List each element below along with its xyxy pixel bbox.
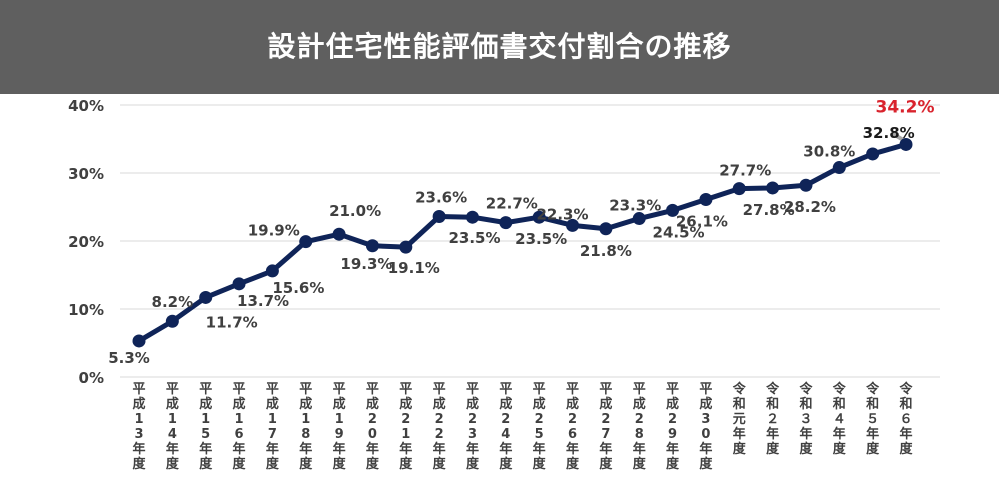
data-label: 22.7% <box>486 195 538 213</box>
data-point <box>766 181 780 195</box>
data-label: 28.2% <box>784 198 836 216</box>
x-tick-label: 令和２年度 <box>766 381 780 457</box>
x-tick-label: 令和５年度 <box>866 381 880 457</box>
x-tick-label: 平成 2 0 年度 <box>366 382 380 472</box>
data-point <box>899 137 913 151</box>
y-tick-label: 0% <box>79 369 104 387</box>
x-tick-label: 平成 1 9 年度 <box>333 382 347 472</box>
data-label: 27.8% <box>743 201 795 219</box>
data-label: 19.1% <box>388 259 440 277</box>
x-tick-label: 平成 2 3 年度 <box>466 382 480 472</box>
data-point <box>265 264 279 278</box>
data-label: 23.5% <box>515 230 567 248</box>
data-label: 19.3% <box>340 255 392 273</box>
data-label: 23.5% <box>448 229 500 247</box>
data-point <box>299 235 313 249</box>
x-tick-label: 平成 1 3 年度 <box>132 382 146 472</box>
data-point <box>399 240 413 254</box>
x-tick-label: 平成 1 7 年度 <box>266 382 280 472</box>
y-tick-label: 30% <box>68 165 104 183</box>
title-banner <box>0 0 999 94</box>
y-tick-label: 20% <box>68 233 104 251</box>
x-tick-label: 平成 2 2 年度 <box>433 382 447 472</box>
data-point <box>566 218 580 232</box>
data-point <box>232 277 246 291</box>
data-point <box>599 222 613 236</box>
data-point <box>432 210 446 224</box>
y-tick-label: 10% <box>68 301 104 319</box>
data-label: 21.8% <box>580 242 632 260</box>
data-point <box>465 210 479 224</box>
x-tick-label: 平成 2 4 年度 <box>499 382 513 472</box>
x-tick-label: 平成 2 9 年度 <box>666 382 680 472</box>
x-tick-label: 平成 1 6 年度 <box>233 382 247 472</box>
data-point <box>832 161 846 175</box>
data-label: 30.8% <box>803 143 855 161</box>
data-point <box>866 147 880 161</box>
data-point <box>165 314 179 328</box>
x-tick-label: 平成 2 7 年度 <box>599 382 613 472</box>
data-point <box>132 334 146 348</box>
x-tick-label: 平成 1 5 年度 <box>199 382 213 472</box>
data-label: 21.0% <box>329 202 381 220</box>
x-tick-label: 令和３年度 <box>799 381 813 457</box>
chart-title: 設計住宅性能評価書交付割合の推移 <box>267 30 732 63</box>
x-tick-label: 平成 1 8 年度 <box>299 382 313 472</box>
data-point <box>199 290 213 304</box>
data-label: 11.7% <box>206 313 258 331</box>
data-point <box>699 193 713 207</box>
x-tick-label: 平成 1 4 年度 <box>166 382 180 472</box>
data-label: 23.6% <box>415 189 467 207</box>
data-point <box>532 210 546 224</box>
data-point <box>632 212 646 226</box>
y-tick-label: 40% <box>68 97 104 115</box>
data-label: 5.3% <box>108 349 150 367</box>
data-label: 26.1% <box>676 213 728 231</box>
data-point <box>666 203 680 217</box>
x-tick-label: 平成 2 1 年度 <box>399 382 413 472</box>
x-tick-label: 令和６年度 <box>899 381 913 457</box>
x-tick-label: 令和４年度 <box>833 381 847 457</box>
data-point <box>332 227 346 241</box>
data-label: 22.3% <box>536 205 588 223</box>
data-point <box>732 182 746 196</box>
data-label: 34.2% <box>876 97 935 117</box>
x-tick-label: 平成 2 5 年度 <box>533 382 547 472</box>
line-chart: 0% 10% 20% 30% 40% 5.3% 8.2% 11.7% 13.7%15.6% 19.… <box>68 97 940 472</box>
x-tick-label: 平成 2 8 年度 <box>633 382 647 472</box>
data-label: 27.7% <box>719 162 771 180</box>
data-label: 32.8% <box>863 124 915 142</box>
data-label: 15.6% <box>272 279 324 297</box>
x-tick-label: 平成 2 6 年度 <box>566 382 580 472</box>
data-point <box>365 239 379 253</box>
data-label: 13.7% <box>237 292 289 310</box>
data-label: 8.2% <box>152 293 194 311</box>
data-point <box>799 178 813 192</box>
data-label: 24.5% <box>653 223 705 241</box>
x-tick-label: 令和元年度 <box>733 381 747 457</box>
x-tick-label: 平成 3 0 年度 <box>699 382 713 472</box>
data-label: 19.9% <box>248 222 300 240</box>
data-point <box>499 216 513 230</box>
data-label: 23.3% <box>609 197 661 215</box>
